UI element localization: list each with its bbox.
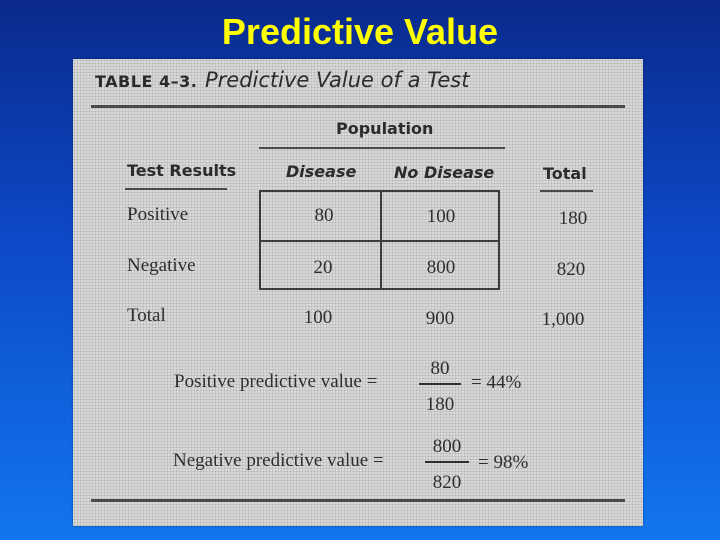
row-label-negative: Negative	[127, 255, 196, 276]
bottom-rule	[91, 499, 625, 502]
cell-total-total: 1,000	[541, 309, 585, 330]
cell-positive-total: 180	[558, 208, 588, 229]
title-rule	[91, 105, 625, 108]
table-label: TABLE 4–3.	[95, 72, 198, 91]
data-grid	[259, 190, 500, 290]
cell-negative-total: 820	[556, 259, 586, 280]
population-header: Population	[336, 119, 434, 138]
header-disease: Disease	[286, 162, 357, 181]
scanned-textbook-page: TABLE 4–3. Predictive Value of a Test Po…	[73, 59, 643, 526]
npv-fraction-bar	[425, 461, 469, 463]
npv-denominator: 820	[432, 472, 462, 493]
grid-horizontal-line	[261, 240, 498, 242]
total-rule	[540, 190, 593, 192]
cell-total-no-disease: 900	[425, 308, 455, 329]
slide-title: Predictive Value	[221, 11, 499, 52]
table-title: Predictive Value of a Test	[205, 68, 470, 92]
header-total: Total	[543, 164, 587, 183]
cell-negative-disease: 20	[313, 257, 333, 278]
test-results-rule	[125, 188, 227, 190]
ppv-result: = 44%	[471, 372, 522, 393]
row-label-positive: Positive	[127, 204, 189, 225]
population-rule	[259, 147, 505, 149]
cell-positive-disease: 80	[314, 205, 334, 226]
npv-numerator: 800	[432, 436, 462, 457]
header-test-results: Test Results	[127, 161, 237, 180]
cell-negative-no-disease: 800	[426, 257, 456, 278]
ppv-denominator: 180	[425, 394, 455, 415]
ppv-label: Positive predictive value =	[174, 371, 378, 392]
row-label-total: Total	[127, 305, 166, 326]
cell-positive-no-disease: 100	[426, 206, 456, 227]
npv-label: Negative predictive value =	[173, 450, 384, 471]
npv-result: = 98%	[478, 452, 529, 473]
header-no-disease: No Disease	[394, 163, 495, 182]
ppv-numerator: 80	[430, 358, 450, 379]
ppv-fraction-bar	[419, 383, 461, 385]
cell-total-disease: 100	[303, 307, 333, 328]
